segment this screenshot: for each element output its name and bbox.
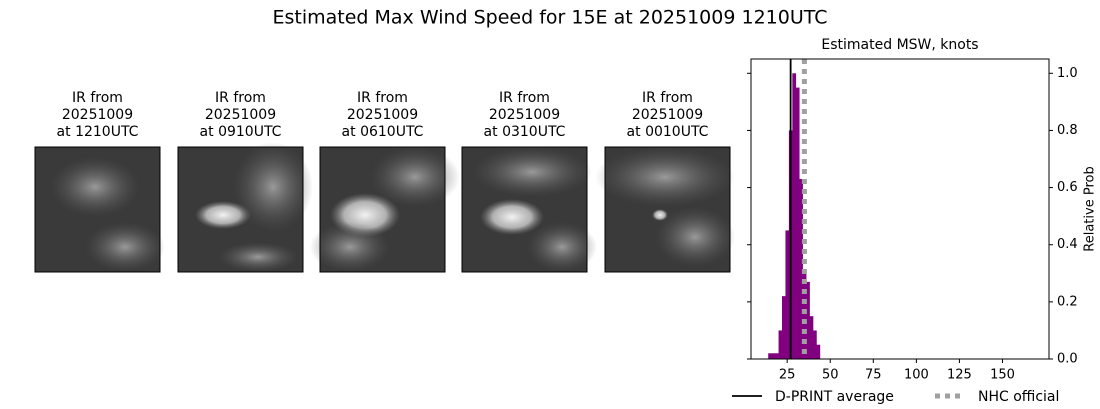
panel-title: at 0010UTC: [627, 124, 709, 140]
cloud-feature: [655, 207, 735, 267]
histogram-bar: [771, 353, 776, 359]
x-tick-label: 50: [822, 368, 839, 383]
cloud-feature: [218, 242, 298, 272]
plot-frame: [750, 58, 1050, 360]
panel-title: 20251009: [205, 107, 276, 123]
panel-title: IR from: [499, 90, 550, 106]
histogram-bar: [792, 73, 797, 360]
y-tick-label: 0.6: [1057, 180, 1078, 195]
histogram-bar: [799, 179, 803, 359]
x-tick-label: 150: [990, 368, 1015, 383]
cloud-feature: [310, 222, 390, 272]
histogram-bar: [768, 353, 772, 359]
panel-title: 20251009: [62, 107, 133, 123]
histogram-bar: [778, 330, 783, 359]
x-tick-label: 125: [947, 368, 972, 383]
panel-title: 20251009: [632, 107, 703, 123]
panel-title: 20251009: [489, 107, 560, 123]
chart-title: Estimated MSW, knots: [821, 37, 978, 53]
y-axis-label: Relative Prob: [1083, 166, 1098, 251]
panel-title: at 0910UTC: [200, 124, 282, 140]
histogram-bar: [795, 87, 800, 360]
panel-title: IR from: [72, 90, 123, 106]
histogram-bar: [802, 273, 807, 359]
image-border: [34, 146, 161, 273]
cloud-feature: [370, 147, 460, 207]
histogram-bar: [775, 353, 779, 359]
histogram-bar: [816, 344, 821, 359]
y-tick-label: 0.4: [1057, 237, 1078, 252]
cloud-feature: [195, 201, 251, 229]
x-tick-label: 100: [904, 368, 929, 383]
histogram-bar: [785, 230, 790, 359]
panel-title: IR from: [642, 90, 693, 106]
cloud-feature: [50, 157, 140, 217]
y-tick-label: 0.8: [1057, 123, 1078, 138]
histogram-chart: Estimated MSW, knots 25 50 75 100 125 150 0.0 0.…: [732, 37, 1098, 405]
cloud-feature: [472, 147, 592, 197]
histogram-bar: [806, 281, 810, 359]
cloud-feature: [480, 199, 544, 235]
cloud-feature: [595, 147, 735, 207]
panel-title: at 1210UTC: [57, 124, 139, 140]
panel-title: at 0310UTC: [484, 124, 566, 140]
image-border: [177, 146, 304, 273]
panel-title: IR from: [215, 90, 266, 106]
image-border: [461, 146, 588, 273]
cloud-feature: [652, 209, 668, 221]
cloud-feature: [233, 142, 313, 232]
y-tick-label: 0.2: [1057, 294, 1078, 309]
histogram-bar: [813, 330, 817, 359]
cloud-feature: [85, 222, 165, 272]
histogram-bar: [782, 296, 786, 359]
y-tick-label: 1.0: [1057, 66, 1078, 81]
figure-title: Estimated Max Wind Speed for 15E at 2025…: [272, 7, 827, 29]
panel-title: 20251009: [347, 107, 418, 123]
x-tick-label: 75: [865, 368, 882, 383]
image-border: [604, 146, 731, 273]
legend-label: D-PRINT average: [775, 389, 894, 405]
cloud-feature: [527, 222, 597, 272]
image-border: [319, 146, 446, 273]
panel-title: IR from: [357, 90, 408, 106]
histogram-bar: [809, 316, 814, 359]
x-tick-label: 25: [779, 368, 796, 383]
legend-label: NHC official: [978, 389, 1059, 405]
y-tick-label: 0.0: [1057, 352, 1078, 367]
panel-title: at 0610UTC: [342, 124, 424, 140]
